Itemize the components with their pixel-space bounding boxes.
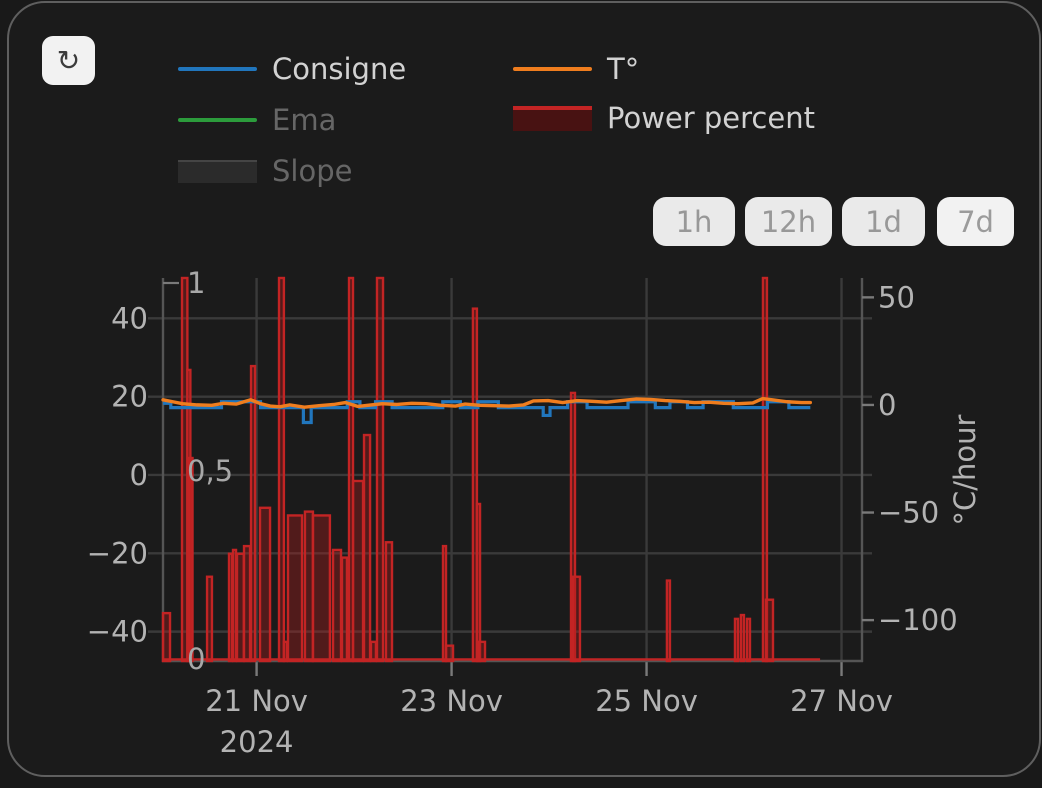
power-percent-bar-swatch [513,105,592,131]
reload-icon: ↻ [56,43,81,77]
legend-item-slope[interactable]: Slope [178,154,352,188]
legend-label-slope: Slope [272,154,353,188]
legend-label-consigne: Consigne [272,52,407,86]
range-button-1h[interactable]: 1h [653,197,735,246]
temperature-line-swatch [513,67,592,71]
legend-item-power-percent[interactable]: Power percent [513,101,815,135]
legend-label-temperature: T° [607,52,640,86]
legend-item-consigne[interactable]: Consigne [178,52,406,86]
range-button-1d[interactable]: 1d [842,197,925,246]
range-button-7d[interactable]: 7d [937,197,1014,246]
reload-button[interactable]: ↻ [42,36,95,85]
consigne-line-swatch [178,67,257,71]
ema-line-swatch [178,118,257,122]
legend-label-power-percent: Power percent [607,101,815,135]
legend-label-ema: Ema [272,103,337,137]
legend-item-ema[interactable]: Ema [178,103,336,137]
legend-item-temperature[interactable]: T° [513,52,639,86]
slope-bar-swatch [178,159,257,183]
range-button-12h[interactable]: 12h [745,197,832,246]
